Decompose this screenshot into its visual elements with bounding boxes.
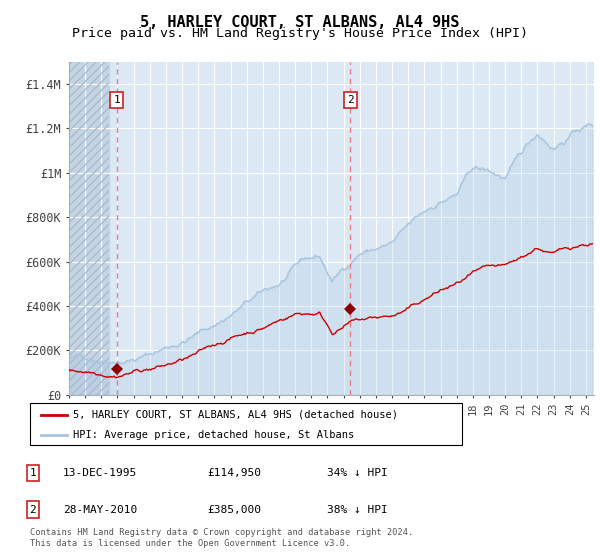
Text: 34% ↓ HPI: 34% ↓ HPI bbox=[327, 468, 388, 478]
Text: HPI: Average price, detached house, St Albans: HPI: Average price, detached house, St A… bbox=[73, 430, 355, 440]
FancyBboxPatch shape bbox=[30, 403, 462, 445]
Text: 1: 1 bbox=[29, 468, 37, 478]
Text: 38% ↓ HPI: 38% ↓ HPI bbox=[327, 505, 388, 515]
Text: 28-MAY-2010: 28-MAY-2010 bbox=[63, 505, 137, 515]
Text: 5, HARLEY COURT, ST ALBANS, AL4 9HS: 5, HARLEY COURT, ST ALBANS, AL4 9HS bbox=[140, 15, 460, 30]
Bar bbox=[69, 62, 109, 395]
Text: Contains HM Land Registry data © Crown copyright and database right 2024.
This d: Contains HM Land Registry data © Crown c… bbox=[30, 528, 413, 548]
Text: £385,000: £385,000 bbox=[207, 505, 261, 515]
Text: 1: 1 bbox=[113, 95, 120, 105]
Text: £114,950: £114,950 bbox=[207, 468, 261, 478]
Text: Price paid vs. HM Land Registry's House Price Index (HPI): Price paid vs. HM Land Registry's House … bbox=[72, 27, 528, 40]
Text: 5, HARLEY COURT, ST ALBANS, AL4 9HS (detached house): 5, HARLEY COURT, ST ALBANS, AL4 9HS (det… bbox=[73, 409, 398, 419]
Text: 2: 2 bbox=[347, 95, 353, 105]
Text: 13-DEC-1995: 13-DEC-1995 bbox=[63, 468, 137, 478]
Text: 2: 2 bbox=[29, 505, 37, 515]
Bar bbox=[69, 62, 109, 395]
